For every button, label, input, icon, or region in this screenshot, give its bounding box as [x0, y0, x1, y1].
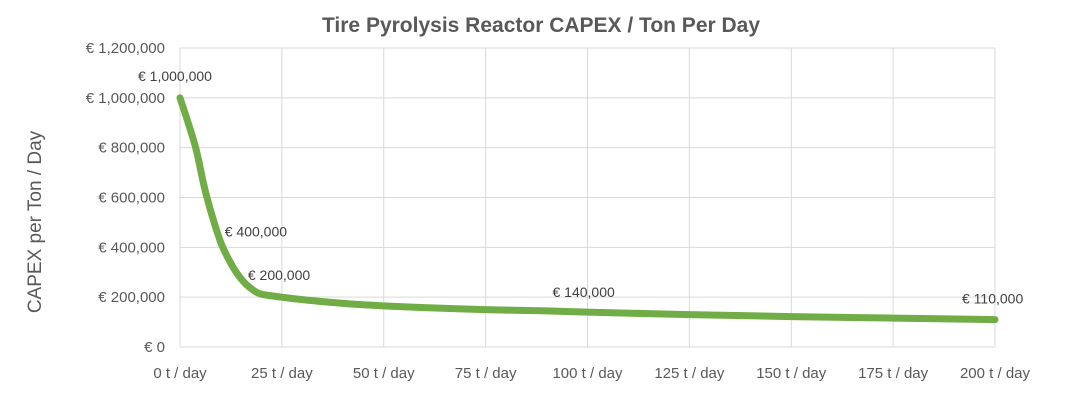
x-tick-label: 50 t / day	[353, 365, 415, 382]
y-tick-labels: € 0 € 200,000 € 400,000 € 600,000 € 800,000 €…	[86, 40, 165, 356]
data-label: € 400,000	[225, 223, 287, 239]
x-tick-label: 175 t / day	[858, 365, 929, 382]
x-tick-labels: 0 t / day 25 t / day 50 t / day 75 t / day 1…	[153, 365, 1030, 382]
series-line	[176, 94, 999, 324]
data-label: € 110,000	[962, 291, 1023, 307]
y-tick-label: € 600,000	[98, 190, 165, 207]
x-tick-label: 200 t / day	[960, 365, 1031, 382]
y-axis-label: CAPEX per Ton / Day	[25, 130, 46, 313]
data-label: € 140,000	[553, 284, 615, 300]
x-tick-label: 100 t / day	[552, 365, 623, 382]
y-tick-label: € 400,000	[98, 239, 165, 256]
y-tick-label: € 1,200,000	[86, 40, 165, 57]
series-layer	[176, 94, 999, 324]
y-tick-label: € 800,000	[98, 140, 165, 157]
x-tick-label: 75 t / day	[455, 365, 517, 382]
gridlines	[179, 47, 996, 348]
x-tick-label: 25 t / day	[251, 365, 313, 382]
x-tick-label: 0 t / day	[153, 365, 207, 382]
data-label: € 200,000	[248, 267, 310, 283]
y-tick-label: € 1,000,000	[86, 90, 165, 107]
chart-title: Tire Pyrolysis Reactor CAPEX / Ton Per D…	[322, 14, 760, 37]
x-tick-label: 150 t / day	[756, 365, 827, 382]
y-tick-label: € 200,000	[98, 289, 165, 306]
data-label: € 1,000,000	[138, 68, 212, 84]
x-tick-label: 125 t / day	[654, 365, 725, 382]
y-tick-label: € 0	[144, 339, 165, 356]
data-labels: € 1,000,000 € 400,000 € 200,000 € 140,000 € …	[138, 68, 1023, 307]
